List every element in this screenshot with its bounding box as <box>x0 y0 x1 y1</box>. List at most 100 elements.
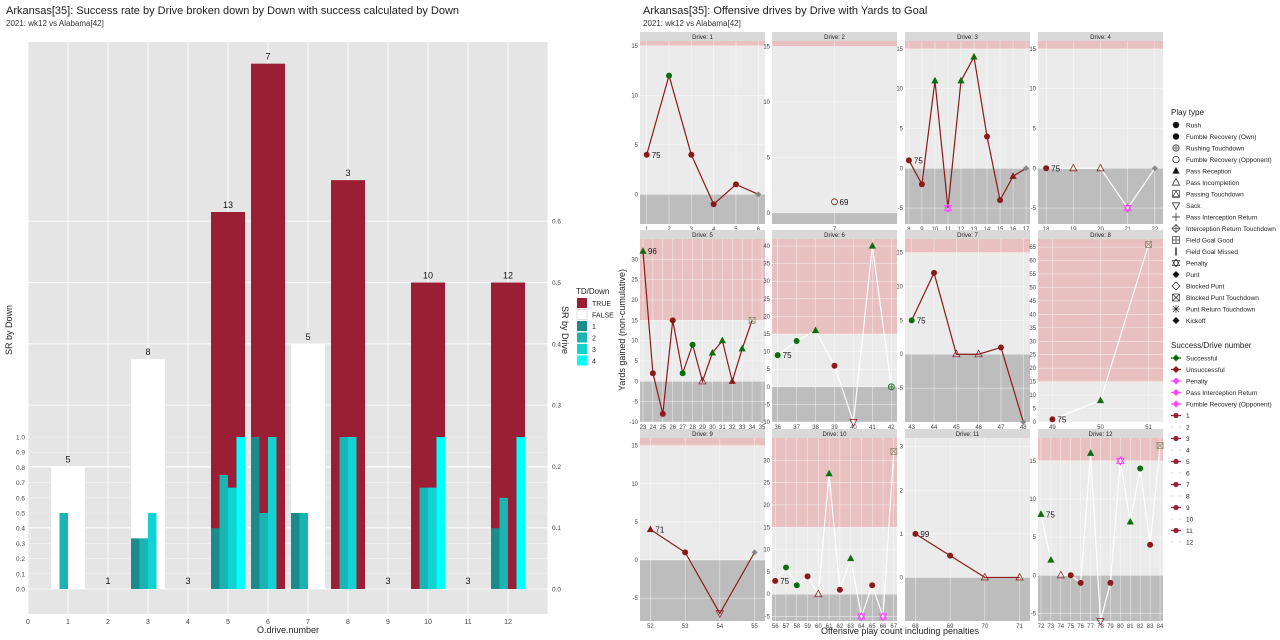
left-x-tick: 6 <box>266 619 270 626</box>
left-y-tick: 1.0 <box>16 435 25 442</box>
facet-line-5 <box>642 251 753 415</box>
facet-negative-zone-9 <box>640 560 765 621</box>
facet-x-tick: 38 <box>812 425 819 431</box>
facet-title-3: Drive: 3 <box>957 35 978 41</box>
facet-x-tick: 83 <box>1147 624 1154 630</box>
facet-y-tick: 0 <box>767 385 771 391</box>
facet-title-7: Drive: 7 <box>957 233 978 239</box>
play-type-key-17 <box>1172 317 1180 324</box>
facet-panel-1 <box>640 41 765 224</box>
facet-x-tick: 57 <box>783 624 790 630</box>
facet-x-tick: 25 <box>659 425 666 431</box>
play-type-key-11 <box>1175 247 1177 256</box>
facet-point-6-37 <box>793 338 800 345</box>
facet-point-7-46 <box>974 349 983 358</box>
left-x-tick: 5 <box>226 619 230 626</box>
facet-point-12-72 <box>1037 510 1045 517</box>
left-y2-tick: 0.0 <box>552 587 561 594</box>
facet-point-12-73 <box>1047 556 1055 563</box>
facet-start-label-6: 75 <box>783 351 792 360</box>
facet-x-tick: 31 <box>719 425 726 431</box>
facet-point-5-26 <box>669 317 676 324</box>
facet-point-12-74 <box>1056 570 1066 579</box>
facet-y-tick: 45 <box>1029 299 1036 305</box>
play-type-key-5 <box>1171 177 1181 186</box>
facet-point-1-3 <box>688 151 695 158</box>
facet-redzone-7 <box>905 239 1030 253</box>
facet-point-10-67-x <box>890 448 897 455</box>
facet-point-4-18 <box>1043 165 1050 172</box>
facet-x-tick: 64 <box>858 624 865 630</box>
facet-point-6-39 <box>831 362 838 369</box>
facet-y-tick: 0 <box>635 379 639 385</box>
td-down-legend-label-FALSE: FALSE <box>592 313 614 320</box>
facet-point-5-34 <box>748 316 756 324</box>
facet-x-tick: 84 <box>1157 624 1164 630</box>
success-legend-key-15 <box>1173 527 1179 534</box>
facet-y-tick: -5 <box>1031 611 1037 617</box>
td-down-legend-label-1: 1 <box>592 324 596 331</box>
facet-y-tick: 10 <box>763 548 770 554</box>
facet-y-tick: 10 <box>631 482 638 488</box>
facet-point-5-32 <box>728 377 736 384</box>
facet-y-tick: 60 <box>1029 259 1036 265</box>
facet-y-tick: 10 <box>1029 497 1036 503</box>
facet-x-tick: 51 <box>1145 425 1152 431</box>
success-legend-key-14 <box>1173 516 1179 522</box>
success-legend-label-1: Unsuccessful <box>1186 367 1225 374</box>
play-type-key-12 <box>1171 258 1181 266</box>
facet-y-tick: 5 <box>900 127 904 133</box>
facet-point-10-66 <box>878 611 888 620</box>
facet-redzone-3 <box>905 41 1030 49</box>
facet-start-label-3: 75 <box>914 156 923 165</box>
facet-point-8-49 <box>1049 416 1056 423</box>
down-bar-10-2 <box>419 487 428 589</box>
down-bar-12-2 <box>499 497 508 589</box>
left-chart-title: Arkansas[35]: Success rate by Drive brok… <box>6 5 460 17</box>
td-down-legend-label-TRUE: TRUE <box>592 301 611 308</box>
facet-y-tick: 65 <box>1029 245 1036 251</box>
facet-x-tick: 70 <box>982 624 989 630</box>
down-bar-6-2 <box>259 513 268 589</box>
left-x-tick: 7 <box>306 619 310 626</box>
play-type-key-2 <box>1172 144 1180 152</box>
facet-x-tick: 37 <box>793 425 800 431</box>
facet-x-tick: 59 <box>804 624 811 630</box>
facet-x-tick: 42 <box>888 425 895 431</box>
left-chart-subtitle: 2021: wk12 vs Alabama[42] <box>6 19 104 28</box>
facet-y-tick: -5 <box>765 615 771 621</box>
facet-x-tick: 50 <box>1097 425 1104 431</box>
down-bar-8-2 <box>339 437 348 589</box>
facet-y-tick: -5 <box>898 386 904 392</box>
td-down-legend-key-2 <box>577 332 587 343</box>
facet-x-tick: 80 <box>1117 624 1124 630</box>
facet-x-tick: 27 <box>679 425 686 431</box>
down-bar-8-3 <box>348 437 357 589</box>
facet-x-tick: 24 <box>650 425 657 431</box>
facet-y-tick: 40 <box>763 244 770 250</box>
left-y-tick: 0.4 <box>16 526 25 533</box>
facet-x-tick: 43 <box>908 425 915 431</box>
facet-x-tick: 40 <box>850 425 857 431</box>
down-bar-6-1 <box>251 437 260 589</box>
facet-line-11 <box>915 533 1020 579</box>
facet-point-10-59 <box>804 573 811 580</box>
facet-point-12-77 <box>1086 449 1095 456</box>
left-y2-tick: 0.1 <box>552 525 561 532</box>
facet-title-11: Drive: 11 <box>956 432 980 438</box>
facet-x-tick: 39 <box>831 425 838 431</box>
down-bar-5-2 <box>219 475 228 589</box>
success-legend-label-14: 10 <box>1186 517 1194 524</box>
facet-y-tick: 5 <box>767 570 771 576</box>
left-y-tick: 0.2 <box>16 556 25 563</box>
play-type-key-6-t <box>1172 190 1180 197</box>
left-y2-tick: 0.6 <box>552 219 561 226</box>
facet-point-1-6 <box>755 191 762 198</box>
success-legend-label-6: 2 <box>1186 425 1190 432</box>
facet-point-10-64 <box>857 611 866 620</box>
facet-header-6 <box>772 230 897 239</box>
facet-y-tick: 15 <box>896 47 903 53</box>
facet-point-10-63 <box>847 554 855 562</box>
play-type-key-2-p <box>1173 145 1179 151</box>
play-type-label-4: Pass Reception <box>1186 169 1232 176</box>
